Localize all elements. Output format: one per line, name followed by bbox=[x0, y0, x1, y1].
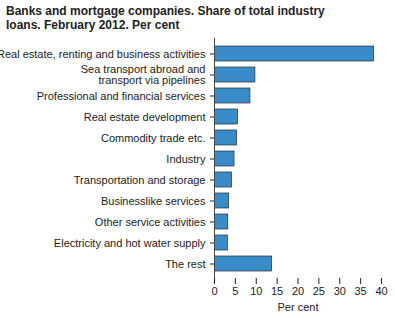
svg-text:Real estate development: Real estate development bbox=[84, 111, 206, 123]
html-text:Banks and mortgage companies.: Banks and mortgage companies. Share of t… bbox=[6, 4, 325, 32]
svg-text:Sea transport abroad andtransp: Sea transport abroad andtransport via pi… bbox=[81, 63, 206, 86]
svg-text:Professional and financial ser: Professional and financial services bbox=[37, 90, 206, 102]
svg-text:5: 5 bbox=[232, 285, 238, 297]
svg-text:Other service activities: Other service activities bbox=[95, 216, 206, 228]
svg-text:The rest: The rest bbox=[165, 258, 205, 270]
svg-text:30: 30 bbox=[334, 285, 346, 297]
svg-text:Electricity and hot water supp: Electricity and hot water supply bbox=[54, 237, 206, 249]
svg-text:Industry: Industry bbox=[166, 153, 206, 165]
svg-text:Transportation and storage: Transportation and storage bbox=[74, 174, 206, 186]
svg-text:Per cent: Per cent bbox=[278, 301, 319, 313]
svg-text:25: 25 bbox=[313, 285, 325, 297]
svg-text:20: 20 bbox=[292, 285, 304, 297]
svg-text:10: 10 bbox=[250, 285, 262, 297]
svg-text:40: 40 bbox=[375, 285, 387, 297]
svg-text:35: 35 bbox=[355, 285, 367, 297]
svg-text:15: 15 bbox=[271, 285, 283, 297]
svg-text:0: 0 bbox=[211, 285, 217, 297]
svg-text:Commodity trade etc.: Commodity trade etc. bbox=[101, 132, 206, 144]
svg-text:Businesslike services: Businesslike services bbox=[101, 195, 206, 207]
svg-text:Real estate, renting and busin: Real estate, renting and business activi… bbox=[0, 48, 206, 60]
